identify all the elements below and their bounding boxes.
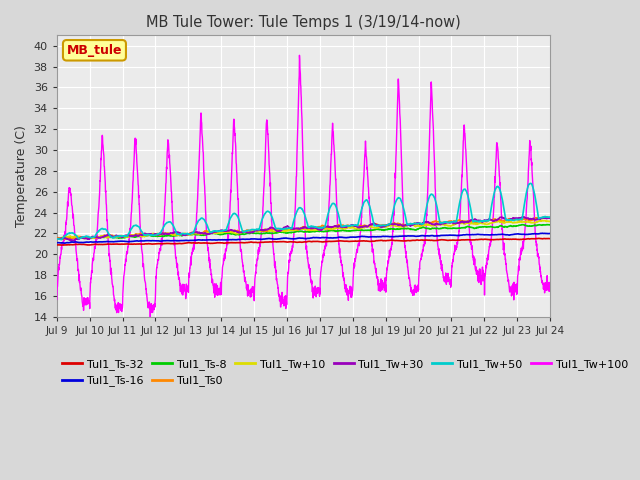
Y-axis label: Temperature (C): Temperature (C) xyxy=(15,125,28,227)
Text: MB_tule: MB_tule xyxy=(67,44,122,57)
Title: MB Tule Tower: Tule Temps 1 (3/19/14-now): MB Tule Tower: Tule Temps 1 (3/19/14-now… xyxy=(146,15,461,30)
Legend: Tul1_Ts-32, Tul1_Ts-16, Tul1_Ts-8, Tul1_Ts0, Tul1_Tw+10, Tul1_Tw+30, Tul1_Tw+50,: Tul1_Ts-32, Tul1_Ts-16, Tul1_Ts-8, Tul1_… xyxy=(62,359,628,386)
